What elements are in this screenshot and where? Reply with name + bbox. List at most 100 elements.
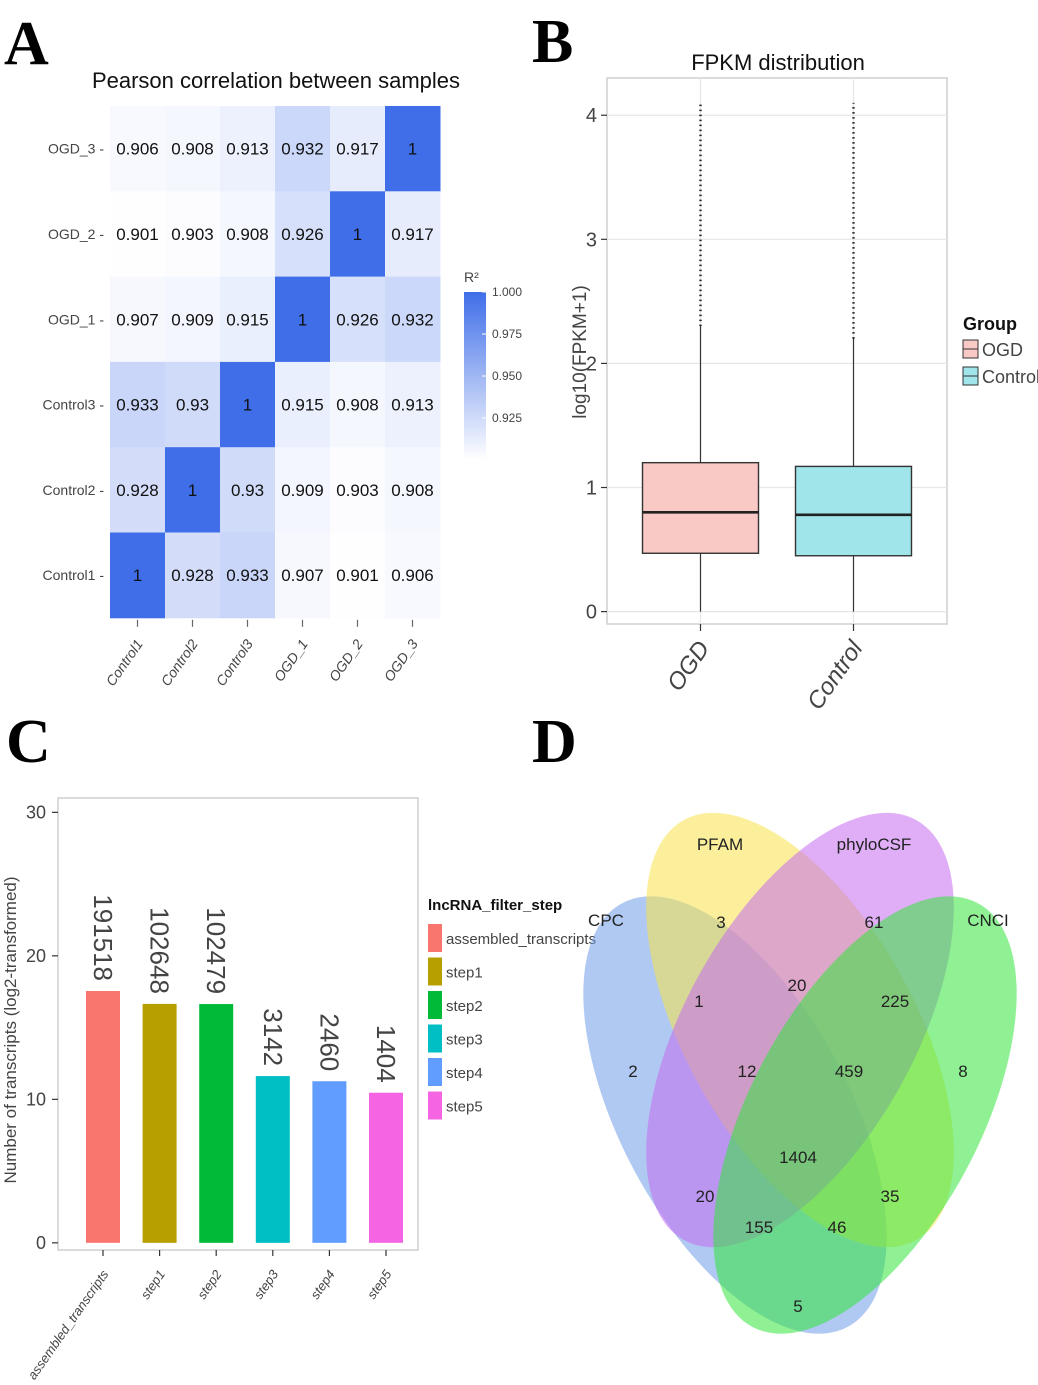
barchart-count-label: 3142: [258, 1008, 288, 1066]
barchart-legend-swatch: [428, 1091, 442, 1120]
venn-region-value: 459: [835, 1062, 863, 1081]
venn-region-value: 61: [865, 913, 884, 932]
venn-region-value: 5: [793, 1297, 802, 1316]
venn-region-value: 1: [694, 992, 703, 1011]
venn-region-value: 35: [881, 1187, 900, 1206]
barchart-bar: [86, 990, 120, 1243]
heatmap-row-label: OGD_2 -: [48, 226, 104, 242]
heatmap-row-label: Control2 -: [43, 482, 105, 498]
heatmap-cell-value: 0.917: [391, 225, 434, 244]
heatmap-cell: [385, 106, 441, 192]
venn-region-value: 46: [828, 1218, 847, 1237]
heatmap-cell-value: 0.909: [281, 481, 324, 500]
heatmap-row-label: Control1 -: [43, 567, 105, 583]
heatmap-cell: [330, 276, 386, 363]
barchart-legend-label: step1: [446, 965, 483, 982]
heatmap-row-label: OGD_1 -: [48, 311, 104, 327]
heatmap-cell: [110, 361, 166, 448]
venn-region-value: 12: [738, 1062, 757, 1081]
venn-region-value: 1404: [779, 1148, 817, 1167]
heatmap-column-label: Control3: [212, 636, 256, 689]
heatmap-cell: [330, 361, 386, 448]
heatmap-cell-value: 0.932: [281, 140, 324, 159]
heatmap-cell: [330, 106, 386, 192]
heatmap-cell-value: 0.906: [116, 140, 159, 159]
heatmap-cell: [220, 106, 276, 192]
venn-region-value: 225: [881, 992, 909, 1011]
boxplot-legend-label: OGD: [982, 340, 1023, 360]
panel-label-d: D: [532, 708, 577, 776]
heatmap-cell-value: 0.907: [116, 310, 159, 329]
heatmap-cell-value: 0.908: [226, 225, 269, 244]
heatmap-cell-value: 0.913: [226, 140, 269, 159]
heatmap-cell: [275, 532, 331, 619]
heatmap-cell-value: 0.917: [336, 140, 379, 159]
panel-label-b: B: [532, 8, 573, 76]
barchart-bar: [312, 1081, 347, 1243]
heatmap-cell: [165, 532, 221, 619]
heatmap-cell-value: 0.906: [391, 566, 434, 585]
heatmap-legend-gradient: [464, 292, 486, 460]
heatmap-cell-value: 1: [353, 225, 362, 244]
barchart-bar: [142, 1003, 177, 1243]
heatmap-cell: [330, 191, 386, 278]
barchart-legend-title: lncRNA_filter_step: [428, 897, 562, 914]
boxplot-y-axis-label: log10(FPKM+1): [570, 285, 591, 419]
barchart-legend-label: step3: [446, 1032, 483, 1049]
heatmap-cell-value: 0.915: [226, 310, 269, 329]
heatmap-cell-value: 1: [408, 140, 417, 159]
heatmap-cell: [165, 106, 221, 192]
boxplot-y-tick-label: 2: [586, 353, 597, 375]
barchart-count-label: 102479: [201, 907, 231, 994]
boxplot-x-tick-label: OGD: [662, 636, 715, 696]
heatmap-cell-value: 0.928: [171, 566, 214, 585]
heatmap-cell-value: 0.907: [281, 566, 324, 585]
boxplot-legend: Group OGD Control: [962, 314, 1038, 387]
venn-set-label: CNCI: [967, 911, 1009, 930]
heatmap-cell-value: 1: [298, 310, 307, 329]
barchart-x-tick-label: assembled_transcripts: [25, 1267, 112, 1383]
barchart-y-axis-label: Number of transcripts (log2-transformed): [1, 876, 20, 1183]
barchart-x-tick-label: step4: [307, 1267, 338, 1302]
boxplot-y-tick-label: 4: [586, 105, 597, 127]
lncrna-filter-bar-chart: 0 10 20 30 191518 102648 102479 3142 2460 1404 a…: [1, 797, 596, 1383]
barchart-x-tick-label: step5: [364, 1266, 395, 1301]
panel-label-a: A: [4, 10, 49, 78]
venn-set-label: CPC: [588, 911, 624, 930]
heatmap-cell-value: 0.908: [171, 140, 214, 159]
heatmap-cell-value: 0.926: [336, 310, 379, 329]
heatmap-cell: [385, 361, 441, 448]
barchart-legend-label: assembled_transcripts: [446, 931, 596, 948]
boxplot-legend-label: Control: [982, 367, 1038, 387]
boxplot-title: FPKM distribution: [691, 50, 865, 75]
barchart-legend-swatch: [428, 957, 442, 986]
venn-region-value: 20: [696, 1187, 715, 1206]
fpkm-boxplot: FPKM distribution 0 1 2 3 4 OGD Control log10…: [570, 50, 1038, 715]
heatmap-cell: [385, 191, 441, 278]
heatmap-cell: [165, 191, 221, 278]
heatmap-cell-value: 0.928: [116, 481, 159, 500]
barchart-count-label: 102648: [145, 907, 175, 994]
heatmap-row-label: Control3 -: [43, 397, 105, 413]
heatmap-cell: [220, 361, 276, 448]
barchart-count-label: 2460: [314, 1013, 344, 1071]
heatmap-cell-value: 0.933: [116, 396, 159, 415]
heatmap-cell: [275, 191, 331, 278]
barchart-legend-swatch: [428, 1058, 442, 1086]
barchart-y-tick-label: 10: [26, 1089, 46, 1109]
heatmap-cell: [330, 532, 386, 619]
coding-potential-venn-diagram: CPC PFAM phyloCSF CNCI 2 3 61 8 1 20 225 12 459 1404…: [583, 812, 1017, 1334]
venn-set-label: PFAM: [697, 835, 743, 854]
heatmap-legend-title: R²: [464, 269, 479, 285]
heatmap-row-label: OGD_3 -: [48, 141, 104, 157]
barchart-x-tick-label: step2: [194, 1266, 225, 1301]
heatmap-cell: [385, 276, 441, 363]
heatmap-cell: [110, 276, 166, 363]
heatmap-cell-value: 0.913: [391, 396, 434, 415]
heatmap-cell-value: 0.903: [171, 225, 214, 244]
heatmap-cell-value: 0.915: [281, 396, 324, 415]
heatmap-cell-value: 0.926: [281, 225, 324, 244]
heatmap-column-label: OGD_1: [271, 636, 311, 684]
heatmap-cell-value: 0.908: [391, 481, 434, 500]
